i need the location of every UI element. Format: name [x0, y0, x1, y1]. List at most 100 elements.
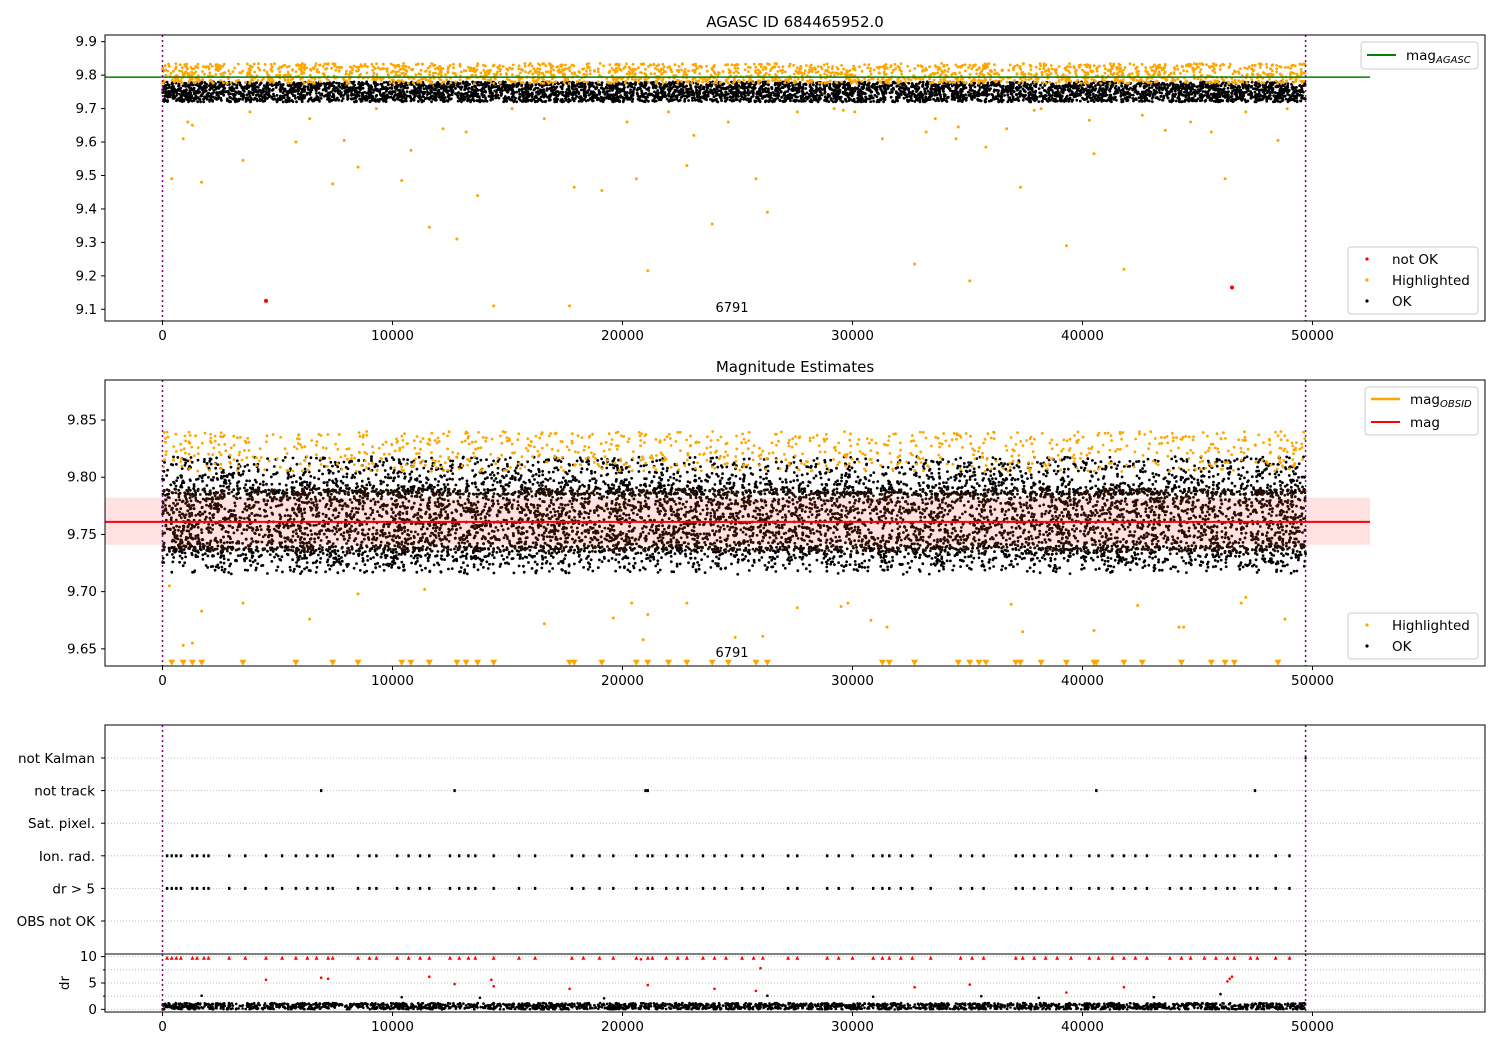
data-point [273, 97, 277, 101]
data-point [300, 100, 304, 103]
data-point [262, 87, 265, 90]
data-point [497, 96, 501, 100]
data-point [353, 83, 356, 87]
data-point [1062, 84, 1066, 88]
data-point [969, 92, 973, 95]
data-point [1198, 89, 1202, 93]
data-point [447, 97, 451, 100]
data-point [199, 100, 202, 104]
data-point [840, 100, 844, 104]
data-point [574, 87, 578, 91]
data-point [605, 90, 608, 94]
data-point [1093, 88, 1097, 92]
data-point [591, 93, 595, 96]
data-point [232, 87, 236, 91]
data-point [1278, 88, 1282, 92]
data-point [1253, 87, 1257, 90]
data-point [265, 85, 268, 89]
data-point [898, 92, 902, 96]
data-point [443, 86, 447, 90]
data-point [1206, 86, 1210, 89]
data-point [918, 98, 922, 102]
data-point [1148, 94, 1152, 98]
data-point [361, 86, 365, 90]
data-point [976, 94, 979, 98]
data-point [715, 87, 719, 91]
data-point [883, 83, 887, 87]
data-point [463, 85, 467, 88]
data-point [800, 100, 803, 103]
data-point [526, 90, 530, 94]
data-point [472, 99, 476, 103]
data-point [1131, 93, 1135, 97]
data-point [320, 93, 324, 97]
data-point [685, 84, 688, 88]
data-point [1023, 89, 1026, 92]
data-point [918, 80, 922, 84]
data-point [564, 98, 568, 102]
data-point [525, 81, 529, 84]
data-point [297, 82, 300, 86]
data-point [294, 96, 297, 100]
data-point [1099, 84, 1102, 87]
data-point [1056, 89, 1060, 93]
data-point [1086, 100, 1090, 103]
data-point [541, 89, 544, 93]
data-point [1257, 88, 1261, 92]
data-point [390, 86, 394, 90]
data-point [714, 94, 718, 97]
data-point [422, 87, 426, 91]
data-point [412, 97, 416, 101]
data-point [434, 88, 437, 92]
data-point [319, 97, 323, 100]
data-point [278, 95, 282, 99]
data-point [286, 96, 290, 99]
data-point [768, 96, 772, 99]
data-point [1278, 96, 1282, 100]
data-point [1012, 90, 1016, 93]
data-point [863, 92, 867, 95]
data-point [380, 82, 384, 86]
data-point [730, 91, 734, 94]
data-point [1098, 98, 1102, 102]
data-point [374, 94, 378, 98]
data-point [415, 91, 418, 95]
data-point [812, 83, 815, 87]
data-point [882, 100, 885, 104]
data-point [1232, 99, 1235, 103]
data-point [703, 97, 707, 101]
data-point [689, 86, 693, 90]
data-point [1181, 100, 1184, 103]
data-point [462, 82, 465, 85]
data-point [434, 91, 437, 95]
data-point [259, 93, 263, 97]
data-point [1013, 98, 1017, 102]
data-point [1206, 90, 1210, 93]
data-point [1104, 94, 1107, 98]
data-point [654, 99, 658, 103]
data-point [1255, 93, 1259, 96]
data-point [240, 94, 244, 98]
data-point [1001, 98, 1005, 102]
data-point [266, 96, 269, 100]
data-point [1155, 87, 1159, 90]
data-point [1224, 83, 1227, 87]
data-point [1257, 94, 1261, 98]
data-point [1229, 95, 1233, 99]
data-point [476, 99, 480, 103]
data-point [533, 88, 536, 91]
data-point [681, 85, 685, 89]
data-point [938, 91, 941, 95]
data-point [887, 85, 890, 88]
data-point [463, 87, 467, 91]
data-point [241, 97, 245, 101]
data-point [1267, 94, 1271, 98]
data-point [748, 100, 751, 103]
data-point [992, 84, 996, 87]
data-point [881, 93, 885, 96]
data-point [1114, 90, 1117, 94]
data-point [369, 86, 373, 90]
data-point [934, 83, 938, 87]
data-point [906, 98, 909, 102]
data-point [852, 99, 855, 103]
